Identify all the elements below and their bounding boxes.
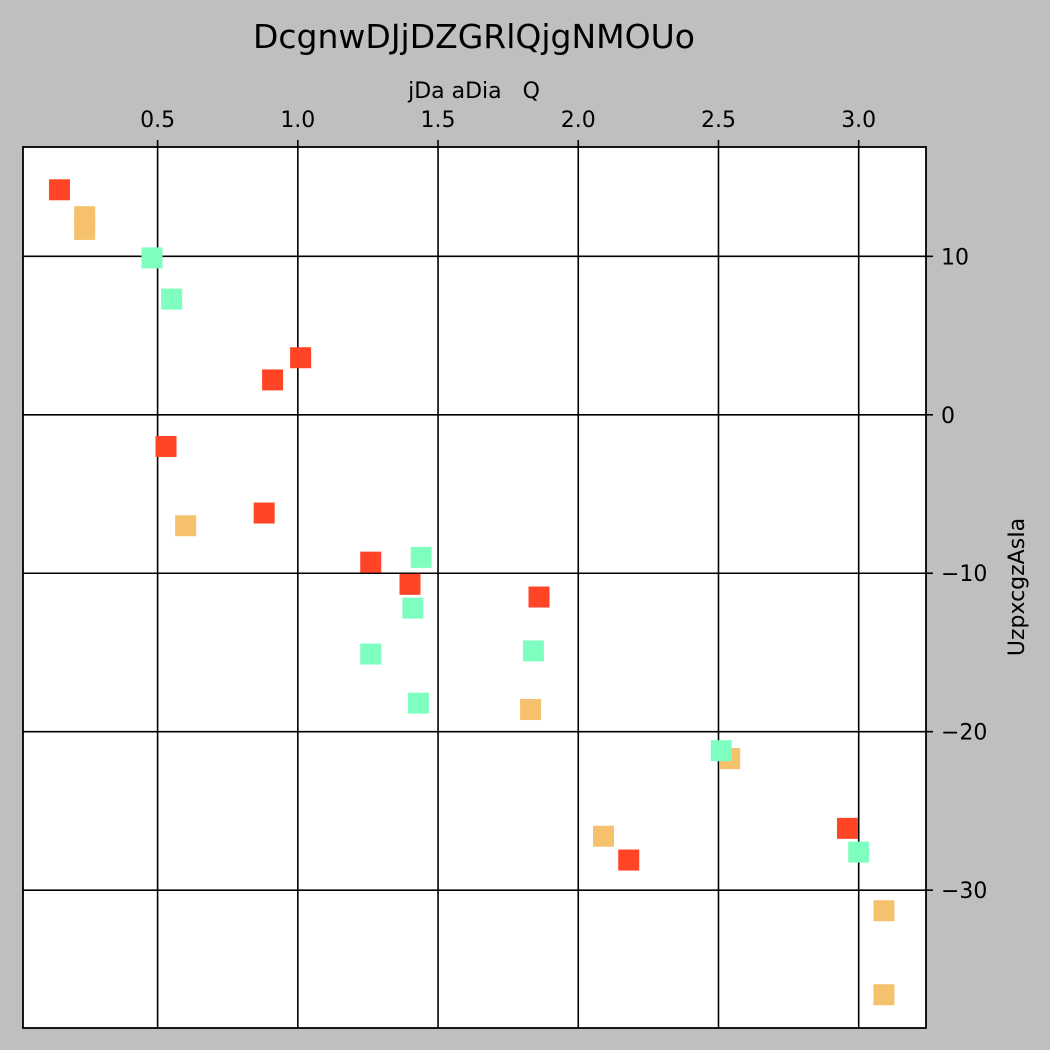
x-tick-label: 1.0: [280, 108, 315, 133]
y-tick-label: 10: [941, 245, 969, 270]
data-point: [618, 849, 640, 871]
y-tick-label: −30: [941, 879, 987, 904]
x-tick-label: 3.0: [841, 108, 876, 133]
data-point: [175, 515, 197, 537]
data-point: [520, 699, 542, 721]
plot-area: [23, 147, 926, 1028]
data-point: [48, 179, 70, 201]
data-point: [410, 546, 432, 568]
data-point: [522, 640, 544, 662]
y-axis-label: UzpxcgzAsIa: [1005, 518, 1030, 656]
data-point: [593, 825, 614, 847]
data-point: [836, 817, 858, 839]
data-point: [253, 502, 275, 524]
x-axis-label: jDa aDia Q: [407, 79, 540, 104]
plot-frame: [22, 146, 927, 1029]
x-tick-label: 2.5: [701, 108, 736, 133]
data-point: [399, 573, 421, 595]
data-points: [48, 179, 895, 1006]
data-point: [528, 586, 550, 608]
data-point: [262, 369, 284, 391]
data-point: [74, 218, 96, 240]
data-point: [155, 435, 177, 457]
y-tick-label: −20: [941, 721, 987, 746]
data-point: [360, 643, 382, 665]
grid-lines: [23, 147, 926, 1028]
data-point: [848, 841, 870, 863]
data-point: [710, 740, 732, 762]
y-tick-label: 0: [941, 404, 955, 429]
x-tick-label: 2.0: [561, 108, 596, 133]
data-point: [407, 692, 429, 714]
chart-title: DcgnwDJjDZGRlQjgNMOUo: [253, 17, 695, 56]
data-point: [873, 900, 895, 922]
data-point: [873, 984, 895, 1006]
axis-ticks: 0.5 1.0 1.5 2.0 2.5 3.0 10 0 −10 −20 −30: [140, 108, 987, 904]
data-point: [402, 597, 424, 619]
data-point: [360, 551, 382, 573]
y-tick-label: −10: [941, 562, 987, 587]
x-tick-label: 0.5: [140, 108, 175, 133]
x-tick-label: 1.5: [421, 108, 456, 133]
data-point: [141, 247, 163, 269]
data-point: [290, 347, 312, 369]
data-point: [161, 288, 183, 310]
